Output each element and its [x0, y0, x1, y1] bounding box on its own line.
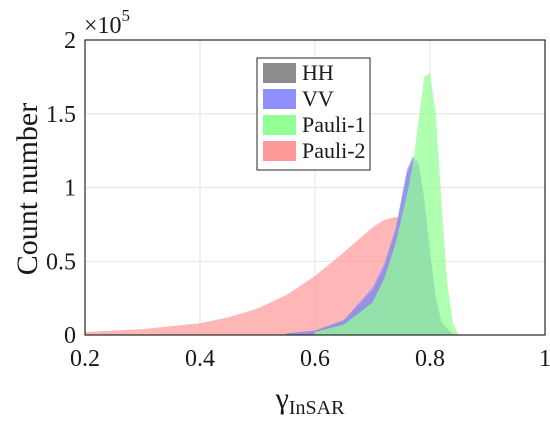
- legend-label: VV: [302, 86, 334, 111]
- x-tick-label: 0.6: [300, 346, 330, 372]
- legend-swatch: [263, 141, 296, 161]
- x-tick-labels: 0.2 0.4 0.6 0.8 1: [70, 346, 550, 372]
- series-layer: [85, 72, 465, 335]
- legend-label: Pauli-2: [302, 138, 366, 163]
- legend-swatch: [263, 115, 296, 135]
- y-multiplier-base: ×10: [84, 13, 122, 39]
- y-tick-label: 0: [64, 323, 76, 349]
- x-tick-label: 0.4: [185, 346, 215, 372]
- y-tick-label: 1.5: [46, 102, 76, 128]
- y-tick-labels: 0 0.5 1 1.5 2: [46, 28, 76, 349]
- legend-label: HH: [302, 60, 334, 85]
- y-axis-title-text: Count number: [11, 103, 44, 276]
- x-axis-title-subscript: InSAR: [289, 397, 345, 419]
- legend-swatch: [263, 63, 296, 83]
- y-tick-label: 1: [64, 176, 76, 202]
- legend-swatch: [263, 89, 296, 109]
- x-axis-title-symbol: γ: [275, 382, 289, 415]
- plot-frame: [84, 39, 546, 336]
- y-tick-label: 2: [64, 28, 76, 54]
- y-multiplier-exponent: 5: [122, 6, 131, 25]
- x-tick-label: 1: [539, 346, 550, 372]
- x-tick-label: 0.8: [415, 346, 445, 372]
- legend-label: Pauli-1: [302, 112, 366, 137]
- x-axis-title: γInSAR: [275, 382, 345, 419]
- x-tick-label: 0.2: [70, 346, 100, 372]
- y-axis-title: Count number: [11, 103, 44, 276]
- y-tick-label: 0.5: [46, 249, 76, 275]
- y-multiplier: ×105: [84, 6, 130, 39]
- series-area-pauli-1: [315, 72, 459, 335]
